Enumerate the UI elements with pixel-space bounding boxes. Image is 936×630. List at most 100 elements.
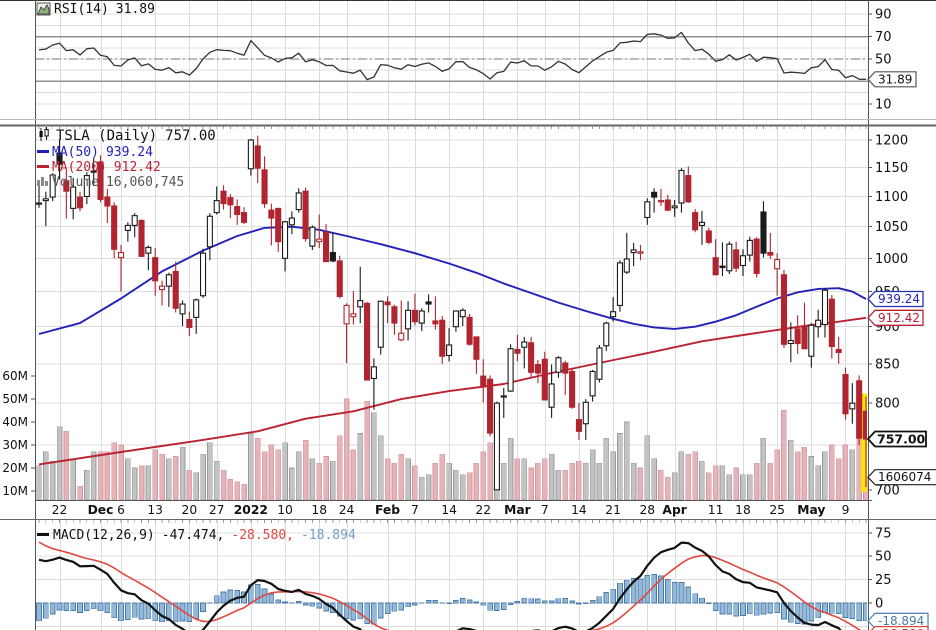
candle[interactable]: [36, 185, 43, 208]
candle[interactable]: [199, 248, 207, 298]
candle[interactable]: [835, 336, 842, 364]
candle[interactable]: [692, 208, 699, 233]
candle[interactable]: [384, 296, 391, 324]
candle[interactable]: [391, 304, 398, 335]
candle[interactable]: [357, 266, 364, 324]
candle[interactable]: [179, 300, 186, 326]
candle[interactable]: [528, 336, 535, 378]
candle[interactable]: [158, 280, 166, 306]
candle[interactable]: [794, 315, 801, 354]
candle[interactable]: [603, 321, 610, 351]
candle[interactable]: [521, 336, 528, 369]
candle[interactable]: [534, 359, 541, 384]
candle[interactable]: [63, 171, 70, 219]
candle[interactable]: [493, 401, 500, 491]
candle[interactable]: [514, 334, 521, 362]
candle[interactable]: [685, 166, 692, 203]
candle[interactable]: [432, 296, 439, 330]
candle[interactable]: [240, 207, 248, 225]
candle[interactable]: [172, 261, 179, 313]
candle[interactable]: [302, 187, 309, 242]
candle[interactable]: [480, 359, 487, 403]
candle[interactable]: [343, 303, 350, 364]
candle[interactable]: [268, 203, 275, 246]
candle[interactable]: [630, 242, 637, 267]
candle[interactable]: [309, 225, 316, 250]
candle[interactable]: [473, 336, 480, 374]
candle[interactable]: [90, 157, 97, 186]
candle[interactable]: [329, 232, 336, 263]
candle[interactable]: [439, 315, 446, 364]
candle[interactable]: [507, 344, 514, 392]
candle[interactable]: [548, 364, 555, 418]
candle[interactable]: [247, 138, 254, 176]
candle[interactable]: [596, 344, 603, 383]
candle[interactable]: [801, 302, 808, 350]
candle[interactable]: [849, 383, 856, 424]
candle[interactable]: [452, 310, 459, 332]
candle[interactable]: [678, 168, 685, 213]
candle[interactable]: [145, 245, 152, 271]
candle[interactable]: [152, 248, 159, 296]
candle[interactable]: [275, 207, 282, 252]
candle[interactable]: [842, 367, 849, 420]
candle[interactable]: [42, 191, 49, 227]
candle[interactable]: [213, 186, 220, 215]
candle[interactable]: [370, 358, 377, 410]
candle[interactable]: [555, 356, 562, 378]
candle[interactable]: [500, 387, 507, 418]
candle[interactable]: [733, 241, 740, 273]
candle[interactable]: [398, 300, 405, 342]
candle[interactable]: [541, 351, 548, 401]
candle[interactable]: [610, 297, 617, 322]
candle[interactable]: [616, 260, 624, 312]
candle[interactable]: [671, 200, 678, 217]
candle[interactable]: [746, 236, 753, 262]
candle[interactable]: [828, 295, 835, 359]
candle[interactable]: [56, 139, 63, 180]
candle[interactable]: [575, 403, 582, 440]
candle[interactable]: [220, 185, 227, 210]
candle[interactable]: [712, 239, 719, 276]
candle[interactable]: [774, 253, 781, 296]
candle[interactable]: [569, 369, 576, 409]
candle[interactable]: [459, 308, 466, 326]
candle[interactable]: [83, 172, 90, 205]
candle[interactable]: [49, 173, 56, 202]
candle[interactable]: [705, 227, 712, 245]
candle[interactable]: [821, 288, 829, 338]
candle[interactable]: [589, 369, 596, 402]
candle[interactable]: [657, 188, 665, 206]
candle[interactable]: [418, 308, 425, 332]
candle[interactable]: [104, 188, 111, 223]
candle[interactable]: [651, 188, 658, 213]
candle[interactable]: [124, 222, 131, 242]
candle[interactable]: [323, 224, 330, 263]
candle[interactable]: [753, 237, 760, 278]
candle[interactable]: [760, 201, 767, 258]
candle[interactable]: [364, 301, 371, 381]
candle[interactable]: [336, 255, 343, 299]
candle[interactable]: [227, 194, 234, 219]
candle[interactable]: [138, 219, 145, 258]
candle[interactable]: [281, 221, 289, 272]
candle[interactable]: [425, 294, 432, 313]
candle[interactable]: [234, 199, 241, 225]
candle[interactable]: [562, 360, 569, 396]
candle[interactable]: [767, 232, 774, 259]
candle[interactable]: [165, 272, 172, 307]
candle[interactable]: [111, 202, 118, 259]
candle[interactable]: [254, 135, 261, 184]
candle[interactable]: [623, 232, 630, 275]
candle[interactable]: [405, 301, 412, 341]
candle[interactable]: [350, 290, 357, 325]
candle[interactable]: [664, 194, 671, 211]
candle[interactable]: [411, 293, 418, 326]
candle[interactable]: [719, 242, 726, 277]
candle[interactable]: [637, 244, 644, 261]
candle[interactable]: [316, 214, 323, 249]
candle[interactable]: [862, 396, 869, 488]
candle[interactable]: [466, 313, 473, 346]
candle[interactable]: [193, 298, 200, 334]
candle[interactable]: [815, 309, 822, 338]
